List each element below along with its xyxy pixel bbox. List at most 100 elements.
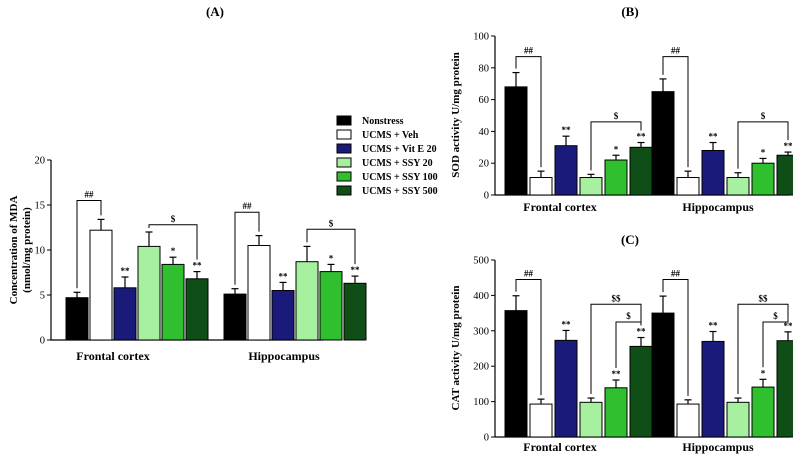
panel-a-bar [247, 245, 271, 341]
panel-a-ytick-label: 20 [35, 156, 46, 167]
panel-c-significance-mark: * [761, 368, 766, 378]
panel-c-comparison-bracket [590, 303, 642, 395]
panel-b-significance-mark: ** [562, 125, 572, 135]
panel-b-bar [604, 159, 628, 196]
panel-a-comparison-bracket [306, 228, 356, 265]
panel-a-bracket-label: $ [171, 214, 176, 224]
panel-c-ytick-label: 0 [484, 433, 489, 444]
legend-swatch-ssy-100 [336, 171, 352, 182]
panel-c-bar [554, 339, 578, 438]
legend-label-ssy-100: UCMS + SSY 100 [362, 172, 438, 183]
panel-a-bar [65, 297, 89, 341]
panel-b-bar [554, 145, 578, 196]
panel-a-bracket-label: ## [85, 190, 95, 200]
panel-c-ytick-label: 300 [473, 326, 489, 337]
panel-b-ytick-label: 20 [479, 159, 490, 170]
panel-a-bar [271, 290, 295, 341]
panel-b-ytick-label: 80 [479, 63, 490, 74]
panel-a-comparison-bracket [76, 200, 102, 289]
panel-a-ylabel-units: (nmol/mg protein) [21, 207, 33, 293]
panel-b-bar [529, 177, 553, 196]
panel-a-comparison-bracket [234, 211, 260, 285]
panel-c-bar [676, 403, 700, 438]
panel-c-bar [776, 340, 793, 438]
panel-a-bar [319, 271, 343, 341]
legend-label-ssy-500: UCMS + SSY 500 [362, 186, 438, 197]
panel-c-ylabel: CAT activity U/mg protein [450, 286, 462, 411]
panel-b-bar [701, 149, 725, 196]
panel-b-ytick-label: 40 [479, 127, 490, 138]
panel-b-significance-mark: * [761, 147, 766, 157]
panel-c-comparison-bracket [615, 321, 642, 369]
panel-b-bar [504, 86, 528, 196]
legend-swatch-ssy-500 [336, 185, 352, 196]
panel-c-bracket-label: $$ [759, 293, 769, 303]
panel-c-category-frontal: Frontal cortex [523, 440, 596, 454]
panel-a-ytick-label: 15 [35, 201, 46, 212]
panel-b-category-frontal: Frontal cortex [523, 200, 596, 214]
panel-c-bar [579, 401, 603, 438]
panel-c-bar [726, 401, 750, 438]
panel-b-ytick-label: 0 [484, 191, 489, 202]
panel-a-significance-mark: ** [121, 266, 131, 276]
panel-b-bar [751, 162, 775, 196]
legend-swatch-ucms-veh [336, 129, 352, 140]
panel-c-ytick-label: 400 [473, 291, 489, 302]
panel-a-category-frontal: Frontal cortex [76, 349, 149, 363]
panel-c-significance-mark: ** [612, 369, 622, 379]
panel-a-bar [223, 293, 247, 341]
panel-a-category-hippocampus: Hippocampus [248, 349, 320, 363]
panel-c-comparison-bracket [515, 278, 542, 396]
chart-panel-b: (B) SOD activity U/mg protein 0 20 40 60 80 1… [450, 4, 793, 214]
panel-b-category-hippocampus: Hippocampus [682, 200, 754, 214]
panel-b-bar [726, 177, 750, 196]
panel-a-bar [185, 278, 209, 341]
legend-label-nonstress: Nonstress [362, 116, 404, 127]
panel-c-bar [701, 340, 725, 438]
panel-c-bar [751, 386, 775, 438]
panel-b-significance-mark: ** [784, 141, 793, 151]
panel-b-comparison-bracket [590, 121, 642, 171]
panel-a-bar [89, 229, 113, 341]
panel-c-bar [604, 387, 628, 438]
legend-label-ucms-veh: UCMS + Veh [362, 130, 419, 141]
panel-c-bracket-label: $$ [612, 293, 622, 303]
panel-c-comparison-bracket [662, 278, 689, 396]
panel-b-title: (B) [621, 4, 638, 19]
panel-c-comparison-bracket [762, 319, 789, 368]
panel-b-ytick-label: 100 [473, 32, 489, 43]
panel-b-ylabel: SOD activity U/mg protein [450, 52, 462, 177]
panel-c-bar [629, 345, 653, 438]
panel-c-ytick-label: 500 [473, 256, 489, 267]
panel-c-significance-mark: ** [784, 321, 793, 331]
panel-b-bar [676, 177, 700, 196]
panel-c-significance-mark: ** [562, 319, 572, 329]
panel-a-ytick-label: 5 [40, 291, 45, 302]
panel-a-bar [295, 261, 319, 341]
panel-b-bracket-label: ## [671, 46, 681, 56]
panel-b-comparison-bracket [737, 121, 789, 169]
panel-b-ytick-label: 60 [479, 95, 490, 106]
panel-c-ytick-label: 100 [473, 397, 489, 408]
panel-a-ylabel: Concentration of MDA [8, 196, 20, 305]
panel-c-bracket-label: ## [524, 268, 534, 278]
panel-a-bar [343, 282, 367, 341]
panel-a-significance-mark: * [329, 253, 334, 263]
panel-a-bar [113, 287, 137, 341]
panel-c-category-hippocampus: Hippocampus [682, 440, 754, 454]
legend-swatch-vit-e [336, 143, 352, 154]
panel-b-bar [776, 154, 793, 196]
panel-c-bracket-label: $ [626, 311, 631, 321]
panel-b-significance-mark: ** [637, 132, 647, 142]
panel-a-significance-mark: ** [193, 261, 203, 271]
panel-c-bracket-label: ## [671, 268, 681, 278]
panel-c-title: (C) [621, 232, 639, 247]
panel-b-bar [651, 91, 675, 196]
legend-label-ssy-20: UCMS + SSY 20 [362, 158, 433, 169]
panel-b-bracket-label: $ [614, 111, 619, 121]
panel-a-bar [137, 245, 161, 341]
panel-b-comparison-bracket [515, 56, 542, 168]
panel-a-ytick-label: 10 [35, 246, 46, 257]
panel-b-bar [579, 177, 603, 196]
